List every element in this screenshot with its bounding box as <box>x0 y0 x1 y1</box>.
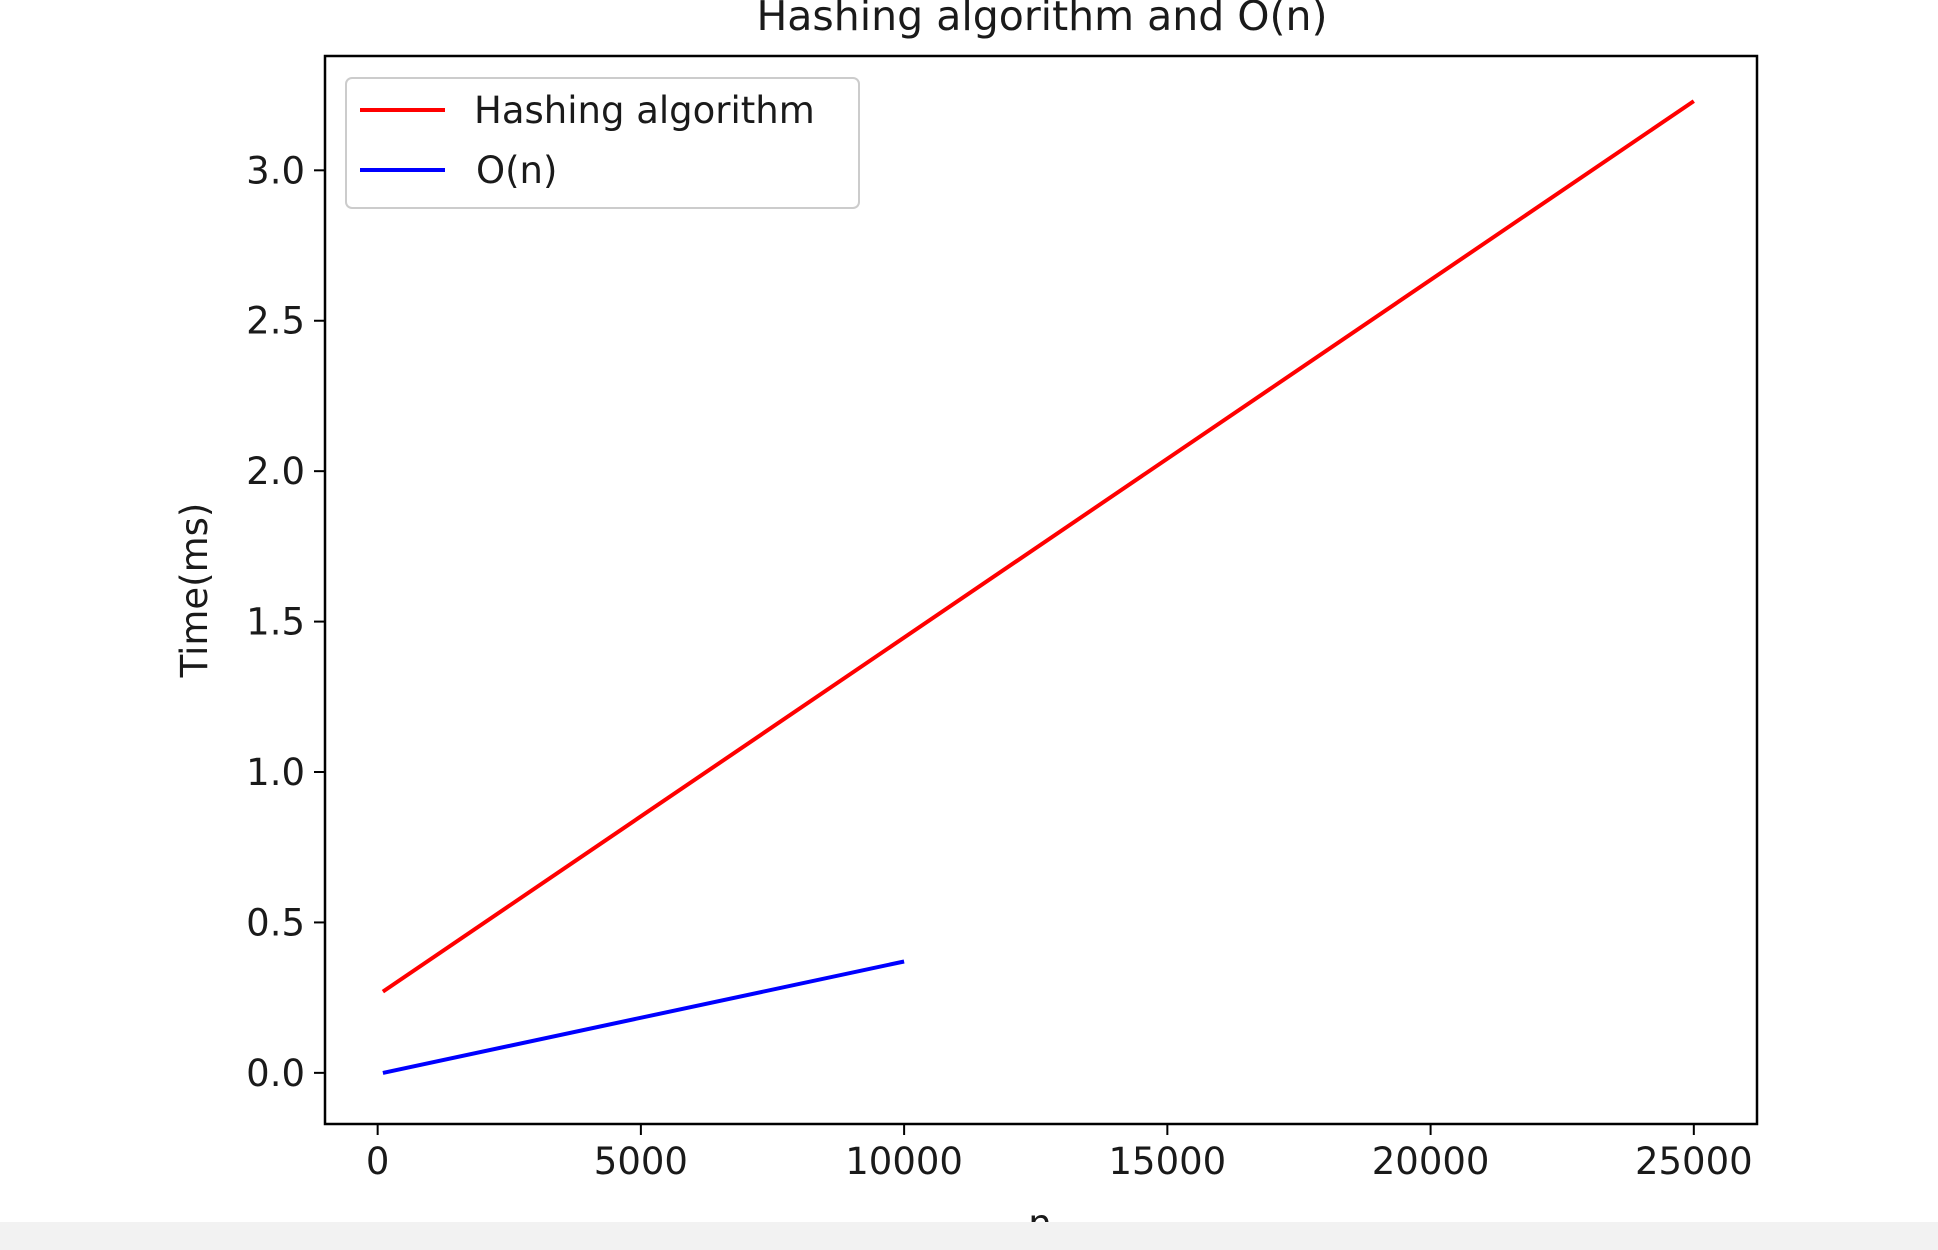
series-line-o-n <box>382 959 905 1075</box>
x-tick-label: 15000 <box>1109 1140 1227 1183</box>
chart-title: Hashing algorithm and O(n) <box>756 0 1327 40</box>
y-axis-label: Time(ms) <box>173 503 216 679</box>
x-tick-label: 25000 <box>1635 1140 1753 1183</box>
legend-label-hashing: Hashing algorithm <box>474 89 815 132</box>
x-tick-label: 5000 <box>594 1140 688 1183</box>
legend: Hashing algorithm O(n) <box>345 77 860 209</box>
series-lines <box>381 99 1695 1075</box>
window-bottom-strip <box>0 1222 1938 1250</box>
y-tick-label: 0.5 <box>246 901 305 944</box>
y-axis-ticks: 0.0 0.5 1.0 1.5 2.0 2.5 3.0 <box>246 149 325 1095</box>
y-tick-label: 3.0 <box>246 149 305 192</box>
x-axis-ticks: 0 5000 10000 15000 20000 25000 <box>366 1124 1753 1183</box>
x-tick-label: 20000 <box>1372 1140 1490 1183</box>
y-tick-label: 0.0 <box>246 1052 305 1095</box>
legend-label-on: O(n) <box>476 149 557 192</box>
y-tick-label: 1.0 <box>246 751 305 794</box>
y-tick-label: 2.5 <box>246 300 305 343</box>
x-tick-label: 10000 <box>845 1140 963 1183</box>
series-line-hashing-algorithm <box>381 99 1695 994</box>
legend-box <box>345 77 860 209</box>
y-tick-label: 1.5 <box>246 601 305 644</box>
y-tick-label: 2.0 <box>246 450 305 493</box>
x-tick-label: 0 <box>366 1140 390 1183</box>
plot-area <box>323 54 1759 1126</box>
